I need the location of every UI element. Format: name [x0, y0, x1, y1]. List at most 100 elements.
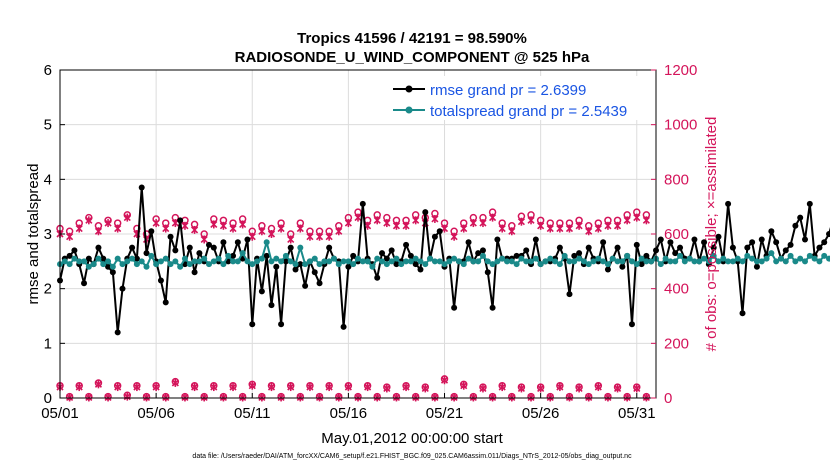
rmse-point: [282, 258, 289, 265]
totalspread-point: [138, 258, 145, 265]
obs-assimilated-marker: [546, 224, 554, 233]
rmse-point: [494, 236, 501, 243]
totalspread-point: [677, 252, 684, 259]
totalspread-point: [734, 255, 741, 262]
rmse-point: [628, 321, 635, 328]
obs-assimilated-marker: [219, 393, 227, 402]
obs-assimilated-marker: [94, 227, 103, 236]
footnote: data file: /Users/raeder/DAI/ATM_forcXX/…: [192, 453, 632, 460]
left-axis: 0 1 2 3 4 5 6: [44, 62, 65, 407]
totalspread-point: [249, 261, 256, 268]
totalspread-point: [672, 258, 679, 265]
rmse-point: [278, 321, 285, 328]
totalspread-point: [306, 258, 313, 265]
totalspread-point: [206, 261, 212, 268]
rmse-point: [345, 263, 352, 270]
totalspread-point: [129, 255, 136, 262]
legend-rmse-marker: [405, 85, 413, 93]
totalspread-point: [580, 258, 587, 265]
totalspread-point: [470, 258, 477, 265]
rmse-point: [633, 241, 640, 248]
totalspread-point: [628, 258, 635, 265]
rmse-point: [196, 250, 203, 257]
obs-assimilated-marker: [75, 383, 83, 392]
totalspread-point: [460, 261, 467, 268]
totalspread-point: [715, 258, 722, 265]
rmse-point: [744, 244, 751, 251]
totalspread-point: [326, 258, 333, 265]
rmse-point: [806, 200, 813, 207]
obs-assimilated-marker: [556, 224, 564, 233]
totalspread-point: [609, 255, 616, 262]
rmse-point: [287, 244, 294, 251]
rmse-point: [302, 282, 309, 289]
totalspread-point: [81, 258, 88, 265]
rmse-point: [479, 247, 486, 254]
left-tick-label: 4: [44, 171, 52, 188]
rmse-point: [672, 250, 679, 257]
obs-assimilated-marker: [421, 384, 429, 393]
obs-assimilated-marker: [479, 219, 487, 228]
rmse-point: [614, 244, 621, 251]
obs-assimilated-marker: [469, 393, 477, 402]
x-axis-label: May.01,2012 00:00:00 start: [321, 430, 503, 447]
obs-assimilated-marker: [152, 383, 160, 392]
rmse-point: [383, 255, 390, 262]
obs-assimilated-marker: [181, 221, 189, 230]
obs-assimilated-marker: [537, 221, 545, 230]
rmse-point: [451, 304, 458, 311]
rmse-point: [782, 247, 789, 254]
totalspread-point: [431, 258, 438, 265]
totalspread-point: [287, 258, 294, 265]
obs-assimilated-marker: [191, 225, 199, 234]
obs-assimilated-marker: [85, 216, 93, 225]
rmse-point: [186, 244, 193, 251]
obs-assimilated-marker: [431, 393, 439, 402]
totalspread-point: [821, 252, 828, 259]
totalspread-point: [763, 255, 770, 262]
rmse-point: [249, 321, 256, 328]
totalspread-point: [806, 252, 813, 259]
x-axis: 05/01 05/06 05/11 05/16 05/21 05/26 05/31: [41, 393, 656, 422]
data-marks: [56, 184, 830, 402]
obs-assimilated-marker: [556, 383, 564, 392]
totalspread-point: [379, 258, 386, 265]
rmse-point: [619, 263, 626, 270]
obs-assimilated-marker: [181, 393, 189, 402]
obs-assimilated-marker: [489, 213, 497, 222]
totalspread-point: [441, 261, 448, 268]
totalspread-point: [398, 261, 405, 268]
rmse-point: [417, 266, 424, 273]
rmse-point: [566, 291, 573, 298]
obs-assimilated-marker: [440, 376, 449, 385]
obs-assimilated-marker: [604, 221, 612, 230]
rmse-point: [114, 329, 121, 336]
obs-assimilated-marker: [66, 232, 74, 241]
chart-subtitle: RADIOSONDE_U_WIND_COMPONENT @ 525 hPa: [235, 49, 590, 66]
obs-assimilated-marker: [306, 232, 314, 241]
legend-box: [389, 76, 651, 120]
rmse-point: [802, 236, 808, 243]
rmse-point: [234, 239, 241, 246]
rmse-point: [576, 250, 583, 257]
rmse-point: [220, 239, 227, 246]
obs-assimilated-marker: [325, 383, 333, 392]
rmse-point: [129, 244, 136, 251]
totalspread-point: [571, 258, 578, 265]
rmse-point: [316, 280, 323, 287]
totalspread-point: [359, 258, 366, 265]
rmse-point: [571, 252, 578, 259]
totalspread-point: [143, 263, 150, 270]
totalspread-point: [523, 258, 530, 265]
left-tick-label: 1: [44, 335, 52, 352]
totalspread-point: [210, 258, 217, 265]
totalspread-point: [758, 258, 765, 265]
plot-area: [56, 69, 830, 402]
obs-assimilated-marker: [239, 220, 247, 229]
obs-assimilated-marker: [594, 224, 602, 233]
rmse-point: [600, 239, 607, 246]
obs-assimilated-marker: [315, 393, 324, 402]
totalspread-point: [292, 261, 299, 268]
rmse-point: [715, 233, 722, 240]
obs-assimilated-marker: [277, 393, 285, 402]
